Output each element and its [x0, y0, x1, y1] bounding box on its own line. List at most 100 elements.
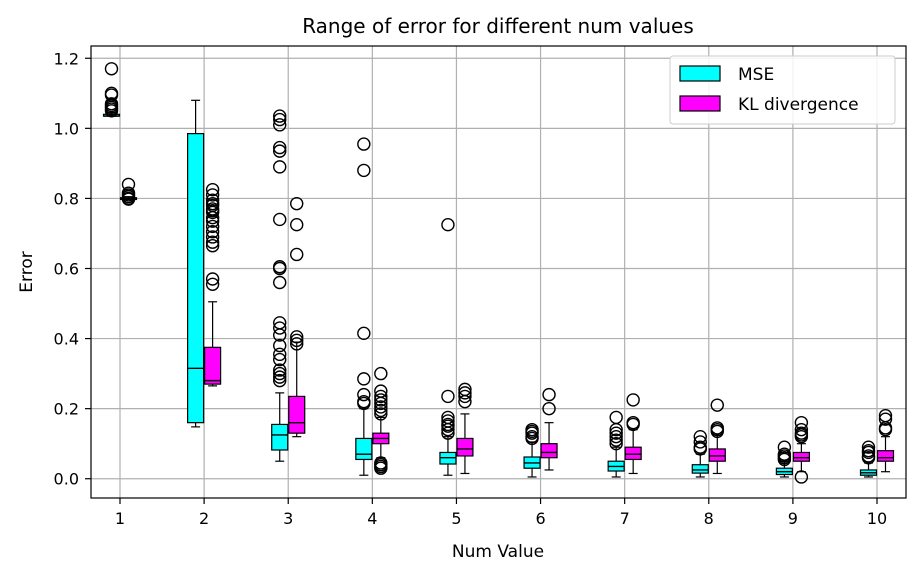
outlier-point [205, 188, 220, 202]
box-mse-2 [187, 99, 205, 428]
outlier-point [542, 387, 556, 402]
grid-layer [91, 46, 906, 498]
box-body [288, 395, 306, 434]
outlier-point [609, 429, 623, 444]
box-mse-9 [775, 440, 793, 478]
box-kl-1 [119, 177, 138, 206]
box-body [708, 448, 726, 462]
outlier-point [273, 144, 287, 158]
outlier-point [290, 196, 304, 211]
box-kl-4 [372, 366, 390, 475]
outlier-point [374, 400, 388, 414]
outlier-point [609, 426, 623, 440]
y-tick-label: 0.8 [54, 189, 79, 208]
outlier-point [273, 328, 287, 342]
outlier-point [441, 422, 455, 437]
box-mse-7 [607, 410, 625, 478]
outlier-point [441, 419, 455, 433]
outlier-point [104, 62, 119, 76]
box-mse-4 [355, 137, 373, 476]
outlier-point [273, 261, 287, 276]
outlier-point [273, 370, 287, 384]
box-body [456, 437, 474, 457]
outlier-point [861, 445, 876, 460]
outlier-point [273, 373, 287, 388]
outlier-point [609, 436, 623, 451]
box-body [624, 446, 642, 461]
x-tick-label: 7 [620, 509, 630, 528]
outlier-point [693, 435, 707, 449]
legend-swatch [679, 95, 721, 112]
legend-label: KL divergence [738, 95, 859, 115]
box-body [540, 443, 558, 459]
outlier-point [205, 230, 220, 244]
outlier-point [121, 192, 136, 206]
box-mse-6 [523, 422, 541, 478]
outlier-point [374, 403, 388, 418]
outlier-point [273, 112, 287, 127]
outlier-point [205, 219, 220, 234]
x-tick-label: 6 [535, 509, 545, 528]
outlier-point [441, 217, 455, 232]
box-kl-3 [288, 196, 306, 438]
outlier-point [458, 394, 472, 409]
outlier-point [878, 412, 893, 426]
outlier-point [861, 440, 876, 454]
outlier-point [290, 217, 304, 232]
outlier-point [205, 205, 220, 220]
box-kl-5 [456, 382, 474, 475]
outlier-point [357, 137, 371, 151]
x-tick-label: 9 [788, 509, 798, 528]
outlier-point [626, 393, 640, 407]
outlier-point [374, 393, 388, 407]
box-mse-5 [439, 217, 457, 476]
outlier-point [205, 272, 220, 286]
x-tick-label: 3 [283, 509, 293, 528]
outlier-point [357, 163, 371, 178]
x-tick-label: 10 [867, 509, 887, 528]
box-kl-6 [540, 387, 558, 471]
outlier-point [273, 316, 287, 330]
outlier-point [273, 352, 287, 367]
y-tick-label: 1.0 [54, 119, 79, 138]
outlier-point [525, 431, 539, 446]
outlier-point [273, 338, 287, 353]
axis-layer: 0.0 0.2 0.4 0.6 0.8 1.0 1.2 1 2 3 4 5 6 7 8 9 10 [54, 45, 907, 528]
legend-label: MSE [738, 65, 774, 85]
outlier-point [205, 225, 220, 239]
chart-title: Range of error for different num values [302, 14, 694, 38]
x-tick-label: 2 [199, 509, 209, 528]
x-tick-label: 8 [704, 509, 714, 528]
outlier-point [273, 160, 287, 174]
box-body [355, 437, 373, 461]
outlier-point [458, 386, 472, 400]
outlier-point [357, 387, 371, 402]
outlier-point [525, 426, 539, 440]
x-tick-label: 5 [451, 509, 461, 528]
legend-box [669, 55, 896, 125]
outlier-point [205, 239, 220, 253]
outlier-point [273, 212, 287, 227]
outlier-point [290, 247, 304, 262]
outlier-point [357, 372, 371, 386]
box-layer [102, 62, 895, 484]
box-mse-10 [859, 440, 878, 478]
x-tick-label: 4 [367, 509, 377, 528]
box-body [792, 451, 810, 462]
outlier-point [273, 363, 287, 377]
outlier-point [609, 410, 623, 425]
outlier-point [273, 347, 287, 362]
y-tick-label: 0.0 [54, 470, 79, 489]
outlier-point [273, 140, 287, 155]
box-body [187, 132, 205, 424]
outlier-point [861, 451, 876, 465]
x-axis-label: Num Value [452, 542, 544, 562]
y-tick-label: 0.4 [54, 330, 79, 349]
y-tick-label: 1.2 [54, 49, 79, 68]
outlier-point [273, 366, 287, 381]
outlier-point [609, 433, 623, 447]
outlier-point [777, 452, 792, 467]
legend: MSE KL divergence [669, 55, 896, 125]
outlier-point [374, 366, 388, 381]
